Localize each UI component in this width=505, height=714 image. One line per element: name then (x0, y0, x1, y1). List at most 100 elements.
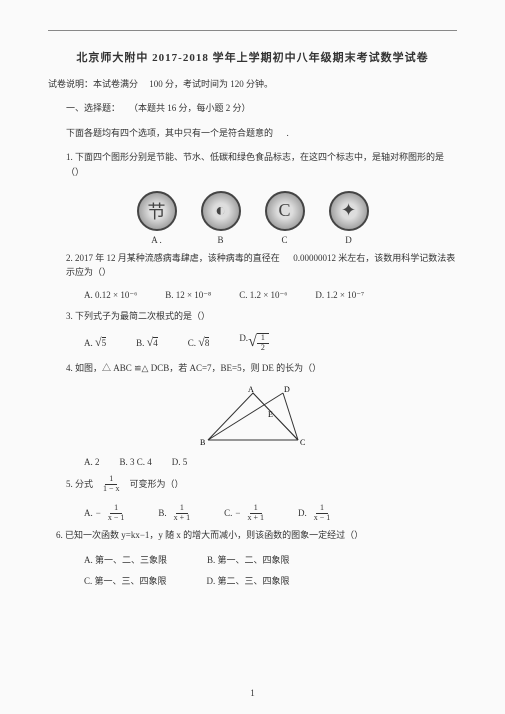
q3-c-rad: 8 (205, 337, 210, 348)
lbl-b: B (200, 438, 205, 447)
q4-options: A. 2 B. 3 C. 4 D. 5 (48, 457, 457, 467)
q5-opt-c: C. − 1x + 1 (224, 504, 268, 523)
q3-c-label: C. (188, 338, 196, 348)
q5-b-frac: 1x + 1 (170, 504, 195, 523)
q5-a-den: x − 1 (104, 514, 129, 523)
instruction-line-1: 试卷说明：本试卷满分 100 分，考试时间为 120 分钟。 (48, 77, 457, 91)
q4-opt-a: A. 2 (84, 457, 100, 467)
q5-a-label: A. (84, 508, 93, 518)
section-label: 一、选择题： (66, 103, 120, 113)
q6-options-row1: A. 第一、二、三象限 B. 第一、二、四象限 (48, 553, 457, 566)
q1-text: 1. 下面四个图形分别是节能、节水、低碳和绿色食品标志，在这四个标志中，是轴对称… (48, 150, 457, 179)
q2-value: 0.00000012 (293, 253, 336, 263)
logo-a-glyph: 节 (148, 198, 166, 224)
q5-c-label: C. (224, 508, 232, 518)
q5-b-den: x + 1 (170, 514, 195, 523)
neg-sign: − (96, 508, 101, 518)
q3-opt-b: B. √4 (136, 335, 158, 350)
q5-c-den: x + 1 (243, 514, 268, 523)
section-1-note: 下面各题均有四个选项，其中只有一个是符合题意的 . (48, 126, 457, 140)
q5-d-label: D. (298, 508, 307, 518)
q3-b-rad: 4 (153, 337, 158, 348)
q2-text-a: 2. 2017 年 12 月某种流感病毒肆虐，该种病毒的直径在 (66, 253, 280, 263)
tri-outline (208, 393, 298, 440)
q4-text: 4. 如图，△ ABC ≌△ DCB，若 AC=7，BE=5，则 DE 的长为（… (48, 361, 457, 375)
q2-options: A. 0.12 × 10⁻⁶ B. 12 × 10⁻⁸ C. 1.2 × 10⁻… (48, 290, 457, 301)
q5-text-row: 5. 分式 1 1 − x 可变形为（） (48, 475, 457, 494)
sqrt-icon: √ (95, 335, 102, 349)
q6-opt-b: B. 第一、二、四象限 (207, 553, 290, 566)
logo-d-icon: ✦ (329, 191, 369, 231)
q1-logo-row: 节 A . ◐ B C C ✦ D (48, 191, 457, 245)
q5-main-frac: 1 1 − x (99, 475, 124, 494)
q5-main-den: 1 − x (99, 485, 124, 494)
q6-options-row2: C. 第一、三、四象限 D. 第二、三、四象限 (48, 574, 457, 587)
q5-text: 5. 分式 (66, 477, 93, 491)
section-1-header: 一、选择题： （本题共 16 分，每小题 2 分） (48, 101, 457, 115)
logo-c-icon: C (265, 191, 305, 231)
logo-b-label: B (217, 235, 223, 245)
q2-opt-b: B. 12 × 10⁻⁸ (165, 290, 211, 301)
logo-c-label: C (281, 235, 287, 245)
page-title: 北京师大附中 2017-2018 学年上学期初中八年级期末考试数学试卷 (48, 49, 457, 65)
logo-b-glyph: ◐ (215, 200, 226, 221)
q2-opt-c: C. 1.2 × 10⁻⁶ (239, 290, 287, 301)
neg-sign: − (235, 508, 240, 518)
logo-b-col: ◐ B (201, 191, 241, 245)
instr-score: 100 分，考试时间为 120 分钟。 (149, 79, 273, 89)
sqrt-icon: √ (248, 333, 257, 351)
logo-c-col: C C (265, 191, 305, 245)
note-period: . (287, 128, 289, 138)
exam-page: 北京师大附中 2017-2018 学年上学期初中八年级期末考试数学试卷 试卷说明… (0, 0, 505, 714)
logo-c-glyph: C (278, 200, 290, 221)
section-detail: （本题共 16 分，每小题 2 分） (129, 103, 251, 113)
q3-a-rad: 5 (102, 337, 107, 348)
logo-b-icon: ◐ (201, 191, 241, 231)
sqrt-icon: √ (198, 335, 205, 349)
q3-options: A. √5 B. √4 C. √8 D. √ 1 2 (48, 333, 457, 353)
q5-opt-d: D. 1x − 1 (298, 504, 334, 523)
instr-prefix: 试卷说明：本试卷满分 (48, 79, 138, 89)
q2-opt-d: D. 1.2 × 10⁻⁷ (315, 290, 364, 301)
q5-options: A. − 1x − 1 B. 1x + 1 C. − 1x + 1 D. 1x … (48, 504, 457, 523)
lbl-d: D (284, 385, 290, 394)
q4-opt-d: D. 5 (172, 457, 188, 467)
q6-opt-c: C. 第一、三、四象限 (84, 574, 167, 587)
q6-text: 6. 已知一次函数 y=kx−1，y 随 x 的增大而减小，则该函数的图象一定经… (48, 528, 457, 542)
q5-opt-b: B. 1x + 1 (158, 504, 194, 523)
q2-text: 2. 2017 年 12 月某种流感病毒肆虐，该种病毒的直径在 0.000000… (48, 251, 457, 280)
lbl-e: E (268, 410, 273, 419)
q4-figure: A D B C E (48, 385, 457, 447)
logo-d-glyph: ✦ (341, 200, 356, 221)
q3-opt-c: C. √8 (188, 335, 210, 350)
q3-text: 3. 下列式子为最简二次根式的是（） (48, 309, 457, 323)
q3-b-label: B. (136, 338, 144, 348)
q4-opt-bc: B. 3 C. 4 (120, 457, 152, 467)
triangle-svg: A D B C E (198, 385, 308, 447)
q5-tail: 可变形为（） (130, 477, 184, 491)
top-rule (48, 30, 457, 31)
lbl-c: C (300, 438, 305, 447)
q3-d-frac: 1 2 (257, 333, 269, 353)
q5-a-frac: 1x − 1 (104, 504, 129, 523)
logo-d-label: D (345, 235, 352, 245)
q6-opt-d: D. 第二、三、四象限 (207, 574, 290, 587)
q5-c-frac: 1x + 1 (243, 504, 268, 523)
note-text: 下面各题均有四个选项，其中只有一个是符合题意的 (66, 128, 273, 138)
lbl-a: A (248, 385, 254, 394)
logo-a-label: A . (151, 235, 162, 245)
q2-opt-a: A. 0.12 × 10⁻⁶ (84, 290, 137, 301)
page-number: 1 (250, 688, 255, 698)
q5-opt-a: A. − 1x − 1 (84, 504, 128, 523)
q6-opt-a: A. 第一、二、三象限 (84, 553, 167, 566)
logo-a-icon: 节 (137, 191, 177, 231)
q3-a-label: A. (84, 338, 93, 348)
logo-a-col: 节 A . (137, 191, 177, 245)
q3-d-label: D. (239, 333, 248, 343)
q3-d-den: 2 (257, 344, 269, 353)
tri-cross2 (253, 393, 298, 440)
q5-b-label: B. (158, 508, 166, 518)
q5-d-frac: 1x − 1 (310, 504, 335, 523)
logo-d-col: ✦ D (329, 191, 369, 245)
q3-opt-a: A. √5 (84, 335, 106, 350)
